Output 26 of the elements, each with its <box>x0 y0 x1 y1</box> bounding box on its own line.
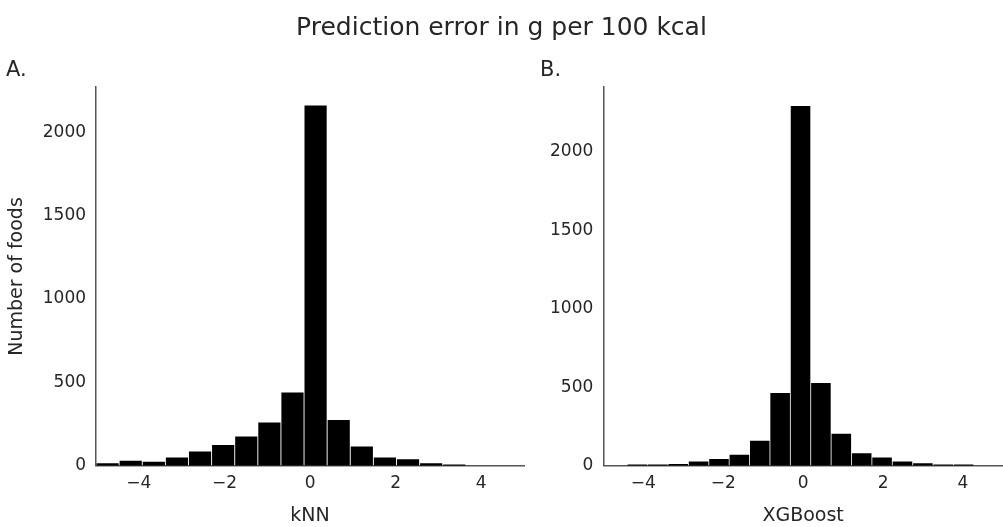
y-tick-label: 0 <box>582 454 594 475</box>
x-tick-label: 0 <box>304 471 316 492</box>
y-tick-label: 1500 <box>550 218 594 239</box>
y-tick-label: 1500 <box>42 204 87 225</box>
x-tick-label: −2 <box>710 471 736 492</box>
y-tick-label: 500 <box>53 370 87 391</box>
y-tick-label: 1000 <box>550 297 594 318</box>
x-tick-label: 4 <box>957 471 969 492</box>
y-tick-label: 0 <box>75 454 87 475</box>
chart-title: A. <box>6 57 27 82</box>
x-tick-label: 2 <box>390 471 402 492</box>
x-tick-label: 4 <box>475 471 487 492</box>
y-tick-label: 1000 <box>42 287 87 308</box>
x-tick-label: −4 <box>630 471 656 492</box>
x-axis-title: XGBoost <box>762 502 844 525</box>
x-axis-title: kNN <box>290 502 330 525</box>
y-tick-label: 500 <box>560 375 594 396</box>
y-axis-title: Number of foods <box>4 197 27 356</box>
x-tick-label: 2 <box>877 471 889 492</box>
y-tick-label: 2000 <box>42 120 87 141</box>
x-tick-label: 0 <box>797 471 809 492</box>
chart-title: B. <box>540 57 562 82</box>
y-tick-label: 2000 <box>550 140 594 161</box>
x-tick-label: −4 <box>126 471 152 492</box>
text: Prediction error in g per 100 kcal <box>295 12 708 41</box>
x-tick-label: −2 <box>211 471 237 492</box>
